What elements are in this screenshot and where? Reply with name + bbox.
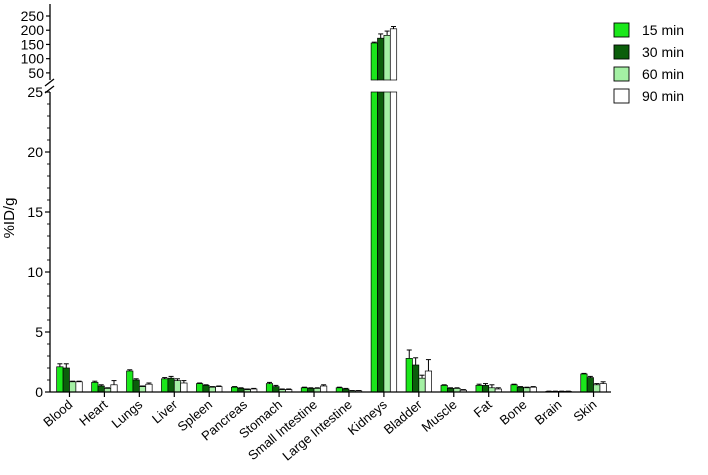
y-tick-label-upper: 50	[28, 65, 44, 81]
bar	[377, 37, 385, 81]
x-tick-label: Bladder	[381, 396, 425, 437]
bar	[161, 378, 169, 393]
bar	[424, 370, 432, 393]
bar	[599, 383, 607, 393]
axis-break-mark	[44, 78, 55, 87]
legend-swatch	[613, 88, 630, 104]
y-tick-label-upper: 200	[21, 22, 45, 38]
x-tick-label: Skin	[570, 397, 599, 425]
bar	[440, 385, 448, 393]
y-tick-label-lower: 0	[35, 384, 43, 400]
x-tick-label: Heart	[76, 397, 110, 429]
bar	[370, 91, 378, 393]
bar	[208, 386, 216, 393]
x-tick-label: Brain	[532, 397, 565, 428]
bar	[593, 384, 601, 393]
bar	[138, 386, 147, 393]
bar	[418, 377, 426, 393]
bar	[405, 358, 413, 393]
bar	[56, 366, 64, 393]
bar	[110, 384, 118, 393]
bar	[529, 386, 537, 393]
y-tick-label-lower: 10	[27, 264, 43, 280]
legend: 15 min 30 min 60 min 90 min	[613, 22, 684, 104]
bar	[580, 373, 588, 393]
bar	[516, 386, 525, 393]
x-tick-label: Fat	[471, 397, 495, 421]
y-axis-lower: 0 5 10 15 20 25	[27, 84, 55, 400]
x-tick-label: Blood	[40, 397, 75, 430]
y-tick-label-lower: 25	[27, 84, 43, 100]
x-tick-label: Muscle	[419, 397, 460, 435]
bar	[510, 384, 518, 393]
bar	[383, 91, 391, 393]
legend-swatch	[613, 22, 630, 38]
bar	[196, 383, 204, 393]
y-axis-title: %ID/g	[1, 198, 18, 239]
bar	[62, 367, 70, 393]
bar	[231, 386, 239, 393]
x-tick-label: Kidneys	[345, 396, 390, 438]
legend-swatch	[613, 66, 630, 82]
bar	[272, 386, 280, 393]
x-tick-label: Bone	[497, 397, 530, 428]
bar	[383, 34, 391, 81]
bar	[180, 382, 188, 393]
legend-label: 30 min	[642, 44, 684, 60]
y-tick-label-lower: 20	[27, 144, 43, 160]
bar	[91, 382, 99, 393]
bar	[75, 381, 83, 393]
bar	[215, 386, 223, 393]
legend-label: 90 min	[642, 88, 684, 104]
bar	[412, 364, 420, 393]
bar	[173, 380, 182, 393]
bar	[320, 385, 328, 393]
y-tick-label-lower: 5	[35, 324, 43, 340]
bar	[265, 383, 274, 393]
bar	[126, 370, 134, 393]
legend-swatch	[613, 44, 630, 60]
bar	[586, 377, 594, 393]
bar	[389, 91, 398, 393]
bar	[167, 377, 175, 393]
axis-break-mark	[44, 85, 55, 94]
axis-break-gap	[369, 81, 399, 91]
y-tick-label-upper: 150	[21, 36, 45, 52]
y-tick-label-upper: 250	[21, 8, 45, 24]
bar-series-group	[56, 26, 607, 393]
legend-label: 15 min	[642, 22, 684, 38]
x-tick-label: Lungs	[108, 396, 145, 431]
legend-label: 60 min	[642, 66, 684, 82]
bar	[132, 379, 140, 393]
y-tick-label-upper: 100	[21, 51, 45, 67]
bar	[475, 385, 483, 393]
bar	[97, 385, 105, 393]
bar	[377, 91, 385, 393]
bar	[370, 42, 378, 81]
bar	[202, 385, 210, 393]
bar	[481, 385, 490, 393]
y-tick-label-lower: 15	[27, 204, 43, 220]
bar	[389, 28, 398, 81]
bar	[69, 381, 77, 393]
bar	[145, 383, 153, 393]
